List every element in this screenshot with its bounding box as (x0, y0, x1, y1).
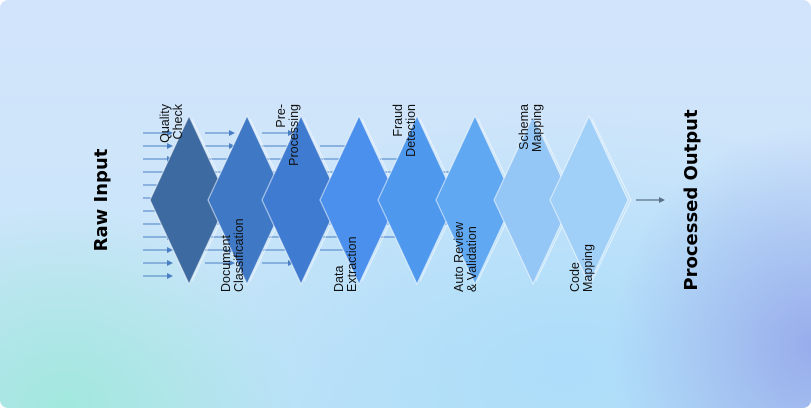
stage-shape (549, 114, 629, 286)
stage-code-mapping (549, 114, 632, 286)
stage-label-line: Mapping (530, 104, 544, 152)
stages (149, 114, 632, 286)
stage-label-line: Auto Review (452, 221, 466, 292)
stage-label-line: Fraud (391, 104, 405, 137)
stage-schema-mapping (493, 114, 576, 286)
stage-label-line: Schema (517, 104, 531, 150)
stage-label-line: Classification (232, 218, 246, 292)
stage-label-line: Extraction (345, 236, 359, 292)
stage-label-line: Processing (287, 104, 301, 166)
stage-label-line: Quality (158, 103, 172, 143)
stage-label-line: & Validation (465, 226, 479, 292)
stage-label-line: Code (568, 262, 582, 292)
raw-input-label: Raw Input (91, 148, 112, 251)
stage-label-line: Check (171, 103, 185, 139)
processed-output-label: Processed Output (681, 109, 702, 291)
stage-labels: Quality Check Document Classification Pre- Pr… (158, 103, 595, 292)
stage-label-line: Mapping (581, 244, 595, 292)
stage-label-line: Detection (404, 104, 418, 157)
stage-label-line: Data (332, 266, 346, 292)
stage-label-line: Document (219, 235, 233, 292)
stage-bevel (591, 118, 632, 282)
stage-label-line: Pre- (274, 104, 288, 128)
